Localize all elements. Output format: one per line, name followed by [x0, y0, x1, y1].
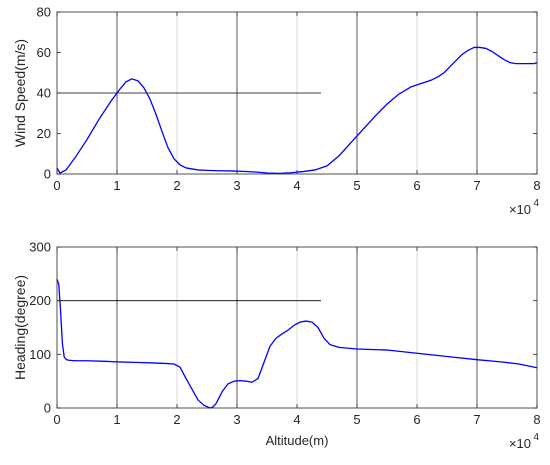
heading-x-tick-label: 2 [173, 412, 180, 427]
wind-x-tick-label: 4 [293, 178, 300, 193]
heading-x-tick-label: 3 [233, 412, 240, 427]
wind-x-tick-label: 2 [173, 178, 180, 193]
heading-y-axis-label: Heading(degree) [12, 275, 28, 380]
wind-x-exponent-power: 4 [533, 198, 539, 209]
heading-x-exponent-label: ×10 [509, 436, 531, 451]
wind-x-tick-label: 1 [113, 178, 120, 193]
heading-x-tick-label: 7 [473, 412, 480, 427]
heading-x-tick-label: 6 [413, 412, 420, 427]
heading-y-tick-label: 100 [29, 347, 51, 362]
wind-x-tick-label: 0 [53, 178, 60, 193]
wind-y-tick-label: 0 [44, 167, 51, 182]
heading-y-tick-label: 0 [44, 401, 51, 416]
heading-x-tick-label: 5 [353, 412, 360, 427]
wind-x-tick-label: 5 [353, 178, 360, 193]
heading-y-tick-label: 300 [29, 240, 51, 255]
wind-x-tick-label: 8 [533, 178, 540, 193]
heading-x-tick-label: 0 [53, 412, 60, 427]
wind-x-exponent-label: ×10 [509, 202, 531, 217]
wind-y-tick-label: 60 [37, 45, 51, 60]
wind-x-tick-label: 6 [413, 178, 420, 193]
wind-x-tick-label: 3 [233, 178, 240, 193]
heading-y-tick-label: 200 [29, 293, 51, 308]
wind-series-line [56, 46, 538, 175]
wind-x-tick-label: 7 [473, 178, 480, 193]
heading-x-axis-label: Altitude(m) [266, 433, 329, 448]
heading-x-exponent-power: 4 [533, 432, 539, 443]
heading-x-tick-label: 1 [113, 412, 120, 427]
heading-x-tick-label: 4 [293, 412, 300, 427]
heading-plot: 0 1 2 3 4 5 6 7 8 0 100 200 300 Heading(degree) Altitu… [12, 240, 541, 452]
wind-y-tick-label: 80 [37, 5, 51, 20]
wind-y-tick-label: 20 [37, 126, 51, 141]
heading-x-tick-label: 8 [533, 412, 540, 427]
heading-series-line [56, 278, 538, 409]
wind-y-axis-label: Wind Speed(m/s) [12, 39, 28, 147]
wind-y-tick-label: 40 [37, 86, 51, 101]
